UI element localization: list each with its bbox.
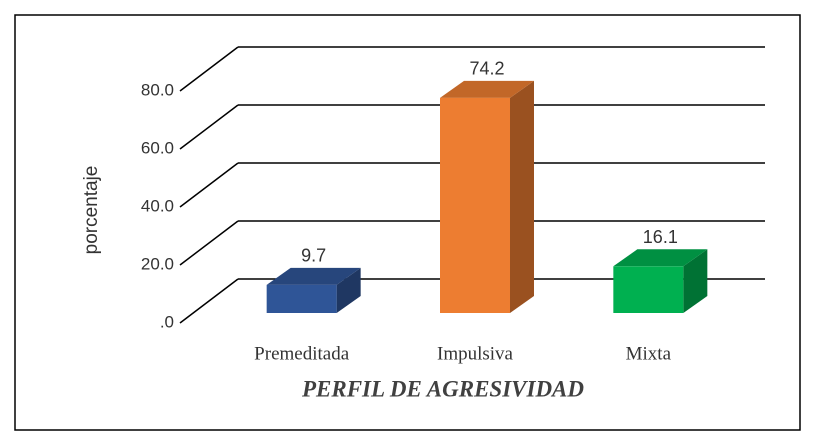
x-tick-label: Impulsiva [437, 343, 514, 364]
y-axis-label: porcentaje [81, 166, 102, 255]
x-tick-label: Premeditada [254, 343, 350, 364]
x-axis-label: PERFIL DE AGRESIVIDAD [301, 376, 584, 401]
y-tick-label: .0 [160, 312, 174, 331]
grid-line [179, 162, 239, 208]
grid-line [179, 220, 239, 266]
bar [266, 284, 337, 313]
data-label: 16.1 [643, 227, 678, 247]
bar-top [266, 267, 361, 285]
bar [613, 266, 684, 313]
grid-line [179, 278, 239, 324]
bar-top [440, 80, 534, 98]
data-label: 9.7 [301, 246, 326, 266]
grid-line [179, 46, 239, 92]
bar-side [336, 267, 361, 313]
bar-side [683, 249, 708, 313]
bar [440, 97, 510, 313]
bar-side [510, 80, 534, 313]
y-tick-label: 80.0 [141, 80, 174, 99]
y-tick-label: 40.0 [141, 196, 174, 215]
x-tick-label: Mixta [626, 343, 672, 364]
bar-top [613, 249, 708, 267]
data-label: 74.2 [469, 59, 504, 79]
y-tick-label: 60.0 [141, 138, 174, 157]
frame [14, 14, 801, 431]
grid-line [179, 104, 239, 150]
y-tick-label: 20.0 [141, 254, 174, 273]
